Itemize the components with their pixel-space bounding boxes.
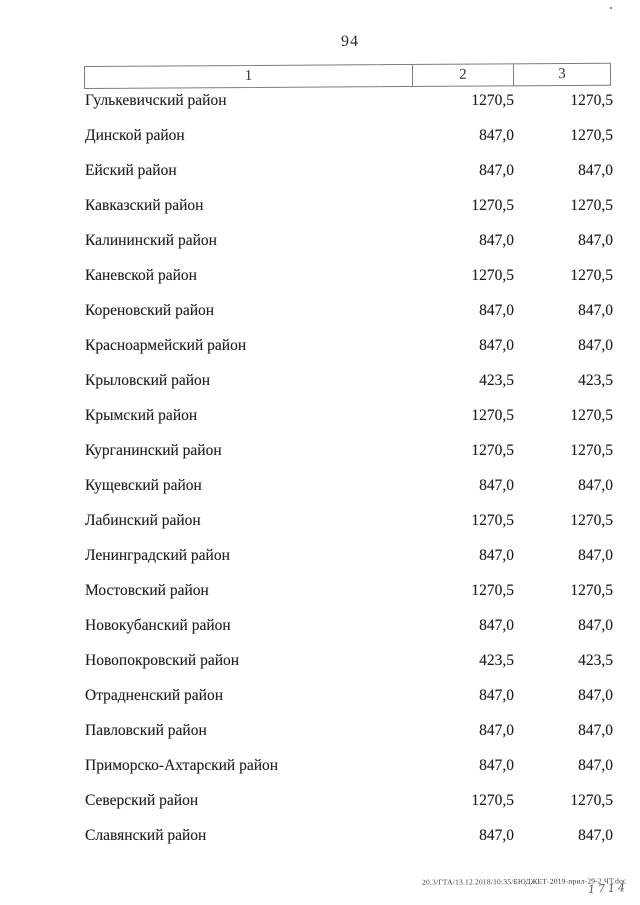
value-col3: 1270,5 (570, 792, 613, 809)
table-row: Павловский район 847,0 847,0 (84, 719, 613, 754)
table-row: Славянский район 847,0 847,0 (84, 824, 613, 859)
value-col2: 423,5 (479, 652, 514, 669)
table-row: Ейский район 847,0 847,0 (84, 159, 613, 194)
district-name: Ейский район (85, 162, 177, 179)
value-col2: 1270,5 (471, 92, 514, 109)
district-name: Красноармейский район (85, 337, 247, 354)
value-col3: 423,5 (578, 372, 613, 389)
value-col3: 847,0 (578, 827, 613, 844)
district-name: Каневской район (85, 267, 197, 284)
value-col3: 847,0 (578, 477, 613, 494)
district-name: Лабинский район (85, 512, 201, 529)
value-col3: 847,0 (578, 757, 613, 774)
value-col3: 847,0 (578, 162, 613, 179)
table-header-row: 1 2 3 (83, 62, 612, 89)
table-row: Динской район 847,0 1270,5 (84, 124, 613, 159)
table-row: Мостовский район 1270,5 1270,5 (84, 579, 613, 614)
district-name: Крымский район (85, 407, 198, 424)
district-name: Славянский район (85, 827, 207, 844)
value-col3: 847,0 (578, 337, 613, 354)
district-name: Кавказский район (85, 197, 204, 214)
value-col2: 847,0 (479, 757, 514, 774)
table-row: Новопокровский район 423,5 423,5 (84, 649, 613, 684)
district-name: Ленинградский район (85, 547, 230, 564)
value-col3: 847,0 (578, 302, 613, 319)
header-cell-2: 2 (412, 64, 515, 86)
table-row: Отрадненский район 847,0 847,0 (84, 684, 613, 719)
district-name: Новокубанский район (85, 617, 231, 634)
district-name: Гулькевичский район (85, 92, 227, 109)
value-col3: 1270,5 (570, 127, 613, 144)
page-number: 94 (341, 33, 359, 50)
value-col3: 1270,5 (570, 197, 613, 214)
value-col2: 1270,5 (471, 407, 514, 424)
value-col3: 423,5 (578, 652, 613, 669)
value-col3: 847,0 (578, 547, 613, 564)
value-col2: 847,0 (479, 232, 514, 249)
value-col3: 1270,5 (570, 442, 613, 459)
value-col2: 1270,5 (471, 582, 514, 599)
district-name: Крыловский район (85, 372, 211, 389)
value-col3: 847,0 (578, 722, 613, 739)
district-name: Динской район (85, 127, 185, 144)
table-row: Красноармейский район 847,0 847,0 (84, 334, 613, 369)
value-col2: 1270,5 (471, 512, 514, 529)
table-row: Гулькевичский район 1270,5 1270,5 (84, 89, 613, 124)
table-row: Калининский район 847,0 847,0 (84, 229, 613, 264)
district-name: Отрадненский район (85, 687, 223, 704)
value-col3: 847,0 (578, 617, 613, 634)
header-cell-1: 1 (84, 64, 414, 88)
table-row: Кореновский район 847,0 847,0 (84, 299, 613, 334)
district-name: Северский район (85, 792, 199, 809)
table-row: Кавказский район 1270,5 1270,5 (84, 194, 613, 229)
value-col2: 847,0 (479, 687, 514, 704)
district-name: Мостовский район (85, 582, 209, 599)
table-row: Лабинский район 1270,5 1270,5 (84, 509, 613, 544)
value-col2: 1270,5 (471, 792, 514, 809)
table-row: Курганинский район 1270,5 1270,5 (84, 439, 613, 474)
handwritten-page-mark: 1714 (587, 880, 629, 897)
table-row: Северский район 1270,5 1270,5 (84, 789, 613, 824)
value-col3: 847,0 (578, 687, 613, 704)
value-col3: 1270,5 (570, 582, 613, 599)
table-body: Гулькевичский район 1270,5 1270,5 Динско… (84, 89, 613, 859)
value-col3: 1270,5 (570, 92, 613, 109)
value-col2: 423,5 (479, 372, 514, 389)
value-col3: 1270,5 (570, 267, 613, 284)
value-col3: 1270,5 (570, 512, 613, 529)
value-col2: 847,0 (479, 827, 514, 844)
table-row: Каневской район 1270,5 1270,5 (84, 264, 613, 299)
district-name: Новопокровский район (85, 652, 240, 669)
district-name: Курганинский район (85, 442, 222, 459)
value-col2: 1270,5 (471, 267, 514, 284)
table-row: Приморско-Ахтарский район 847,0 847,0 (84, 754, 613, 789)
value-col3: 1270,5 (570, 407, 613, 424)
value-col2: 1270,5 (471, 442, 514, 459)
district-name: Кущевский район (85, 477, 202, 494)
scan-artifact-dot (610, 7, 612, 9)
header-cell-3: 3 (558, 66, 566, 83)
table-row: Крыловский район 423,5 423,5 (84, 369, 613, 404)
table-row: Кущевский район 847,0 847,0 (84, 474, 613, 509)
district-name: Приморско-Ахтарский район (85, 757, 279, 774)
value-col3: 847,0 (578, 232, 613, 249)
value-col2: 847,0 (479, 722, 514, 739)
table-row: Новокубанский район 847,0 847,0 (84, 614, 613, 649)
value-col2: 847,0 (479, 477, 514, 494)
table-row: Крымский район 1270,5 1270,5 (84, 404, 613, 439)
value-col2: 847,0 (479, 617, 514, 634)
value-col2: 847,0 (479, 337, 514, 354)
value-col2: 847,0 (479, 162, 514, 179)
district-name: Павловский район (85, 722, 207, 739)
value-col2: 1270,5 (471, 197, 514, 214)
district-name: Калининский район (85, 232, 217, 249)
value-col2: 847,0 (479, 547, 514, 564)
table-row: Ленинградский район 847,0 847,0 (84, 544, 613, 579)
value-col2: 847,0 (479, 302, 514, 319)
value-col2: 847,0 (479, 127, 514, 144)
district-name: Кореновский район (85, 302, 215, 319)
